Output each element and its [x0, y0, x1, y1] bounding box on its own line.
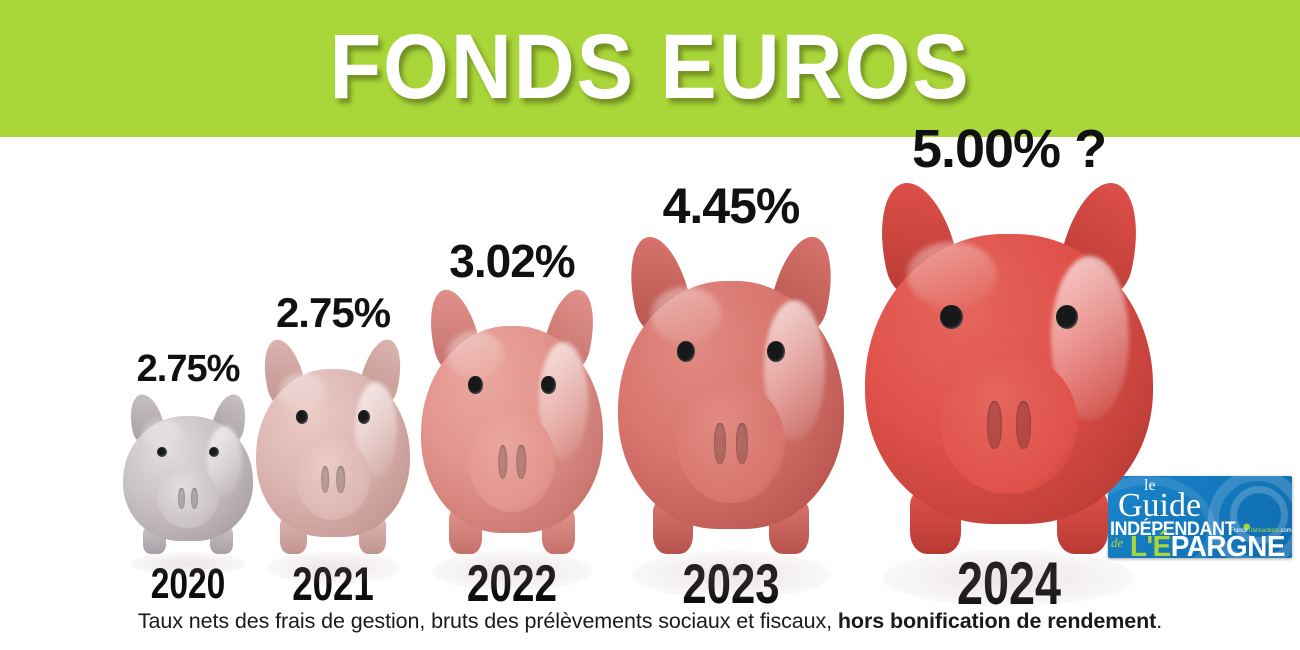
pig-eye-right [357, 409, 370, 424]
pig-nostril-right [336, 465, 345, 494]
piggy-bank-icon [859, 175, 1159, 607]
value-label-2020: 2.75% [136, 348, 241, 391]
brand-logo[interactable]: le Guide INDÉPENDANT ● FranceTransaction… [1108, 476, 1292, 558]
value-label-2024: 5.00% ? [911, 119, 1107, 180]
value-label-2023: 4.45% [662, 177, 801, 234]
year-label-2021: 2021 [292, 556, 374, 612]
pig-highlight-top [142, 419, 183, 449]
logo-person-icon: ● [1242, 518, 1252, 535]
pig-snout [296, 437, 370, 520]
piggy-bank-icon [253, 335, 413, 585]
logo-text-independant: INDÉPENDANT [1110, 519, 1236, 540]
logo-text-guide: Guide [1118, 487, 1202, 524]
pig-eye-left [296, 409, 309, 424]
year-label-2022: 2022 [467, 556, 557, 612]
pig-reflection [131, 552, 245, 577]
logo-text-le: le [1144, 477, 1156, 494]
pig-eye-left [940, 304, 963, 329]
year-label-2024: 2024 [957, 554, 1061, 614]
pig-eye-right [208, 446, 220, 458]
pig-nostril-right [516, 445, 526, 480]
footer-caption: Taux nets des frais de gestion, bruts de… [0, 606, 1300, 636]
pig-snout [940, 353, 1078, 495]
pig-highlight-top [651, 286, 722, 345]
logo-text-epargne: L'ÉPARGNE [1130, 532, 1285, 558]
pig-highlight-top [278, 373, 327, 413]
logo-site-part2: Transactions [1247, 528, 1280, 534]
page-title: FONDS EUROS [329, 16, 971, 118]
pig-eye-left [676, 340, 695, 362]
pig-snout [676, 382, 786, 504]
bar-group-2020: 2.75% 2020 [121, 349, 256, 608]
pig-highlight-top [447, 331, 505, 380]
logo-site-part1: France [1230, 528, 1248, 534]
bar-group-2023: 4.45% 2023 [614, 179, 849, 612]
value-label-2022: 3.02% [449, 234, 575, 287]
logo-epargne-accent: L'É [1130, 531, 1171, 558]
pig-nostril-left [498, 445, 508, 480]
logo-epargne-rest: PARGNE [1170, 531, 1286, 558]
pig-snout [156, 467, 220, 529]
caption-bold-text: hors bonification de rendement [837, 609, 1157, 633]
logo-site-url: FranceTransactions.com [1230, 528, 1292, 535]
pig-eye-right [541, 376, 556, 394]
piggy-bank-icon [121, 390, 256, 577]
pig-nostril-right [736, 423, 749, 465]
pig-nostril-left [178, 488, 185, 509]
pig-nostril-left [713, 423, 726, 465]
bar-group-2024: 5.00% ? 2024 [859, 121, 1159, 614]
pig-reflection [432, 551, 592, 592]
pig-eye-right [1055, 304, 1078, 329]
logo-ring-outer-icon [1208, 476, 1292, 558]
pig-nostril-left [986, 401, 1003, 450]
pig-reflection [632, 550, 830, 599]
bar-group-2022: 3.02% 2022 [417, 236, 607, 612]
pig-reflection [265, 551, 401, 585]
bar-group-2021: 2.75% 2021 [253, 290, 413, 610]
header-band: FONDS EUROS [0, 0, 1300, 137]
pig-reflection [883, 550, 1135, 607]
logo-ring-inner-icon [1230, 486, 1288, 544]
year-label-2023: 2023 [682, 556, 779, 612]
pig-snout [468, 410, 556, 512]
pig-eye-left [468, 376, 483, 394]
pig-nostril-right [1015, 401, 1032, 450]
pig-highlight-top [907, 241, 997, 309]
year-label-2020: 2020 [150, 560, 226, 608]
piggy-bank-icon [417, 284, 607, 592]
logo-site-part3: .com [1279, 528, 1292, 534]
chart-area: 2.75% 2020 2.75% [0, 121, 1300, 614]
caption-plain-text: Taux nets des frais de gestion, bruts de… [137, 609, 838, 633]
caption-end-text: . [1156, 609, 1163, 633]
pig-eye-left [156, 446, 168, 458]
pig-eye-right [767, 340, 786, 362]
pig-nostril-right [191, 488, 198, 509]
piggy-bank-icon [614, 230, 849, 599]
value-label-2021: 2.75% [275, 288, 391, 336]
logo-text-de: de [1111, 535, 1124, 550]
pig-nostril-left [321, 465, 330, 494]
